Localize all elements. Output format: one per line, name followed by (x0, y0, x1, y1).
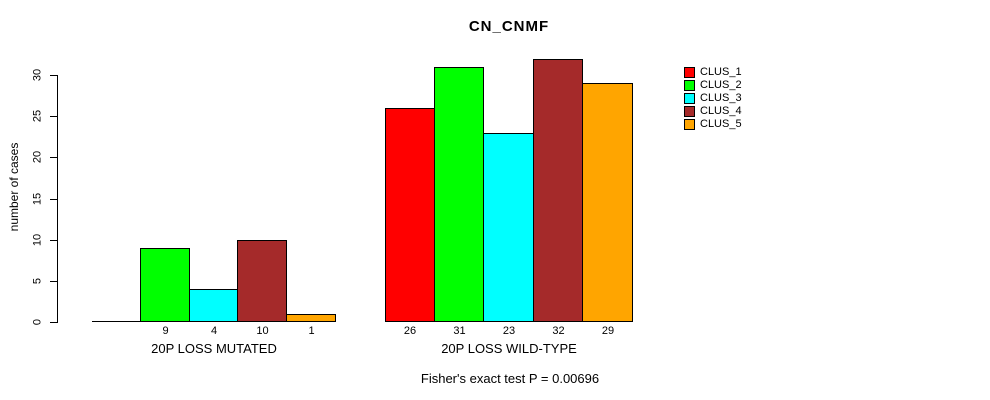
legend-label: CLUS_4 (700, 105, 742, 117)
bar-clus_5 (286, 314, 336, 322)
bar-clus_2 (140, 248, 190, 322)
legend-label: CLUS_5 (700, 118, 742, 130)
bar-value-label: 23 (502, 325, 516, 337)
legend-label: CLUS_2 (700, 79, 742, 91)
legend-label: CLUS_1 (700, 66, 742, 78)
y-tick-label: 10 (31, 233, 44, 247)
legend-swatch-clus_1 (684, 67, 695, 78)
bar-clus_3 (483, 133, 534, 322)
bar-clus_4 (533, 59, 583, 322)
y-tick-label: 0 (31, 318, 44, 326)
chart-title: CN_CNMF (468, 18, 550, 35)
y-tick (50, 116, 57, 117)
y-tick-label: 30 (31, 68, 44, 82)
y-tick (50, 281, 57, 282)
y-tick-label: 20 (31, 150, 44, 164)
y-tick-label: 15 (31, 192, 44, 206)
y-tick (50, 322, 57, 323)
bar-value-label: 10 (256, 325, 269, 337)
legend-item: CLUS_1 (684, 66, 742, 79)
bar-clus_4 (237, 240, 287, 322)
bar-value-label: 31 (453, 325, 466, 337)
bar-value-label: 9 (162, 325, 169, 337)
bar-clus_5 (582, 83, 633, 322)
legend-swatch-clus_4 (684, 106, 695, 117)
group-label: 20P LOSS WILD-TYPE (441, 341, 577, 356)
legend-item: CLUS_4 (684, 105, 742, 118)
y-tick (50, 75, 57, 76)
bar-value-label: 32 (552, 325, 565, 337)
y-tick (50, 157, 57, 158)
legend-item: CLUS_2 (684, 79, 742, 92)
legend-swatch-clus_5 (684, 119, 695, 130)
bar-value-label: 1 (308, 325, 315, 337)
y-tick-label: 25 (31, 109, 44, 123)
annotation-fisher-test: Fisher's exact test P = 0.00696 (420, 371, 600, 386)
group-label: 20P LOSS MUTATED (151, 341, 277, 356)
legend-swatch-clus_3 (684, 93, 695, 104)
bar-clus_3 (189, 289, 238, 322)
bar-clus_2 (434, 67, 484, 322)
legend-item: CLUS_3 (684, 92, 742, 105)
y-tick (50, 199, 57, 200)
y-tick-label: 5 (31, 277, 44, 285)
bar-value-label: 26 (403, 325, 417, 337)
legend-item: CLUS_5 (684, 118, 742, 131)
bar-value-label: 4 (210, 325, 218, 337)
bar-value-label: 29 (601, 325, 615, 337)
y-tick (50, 240, 57, 241)
legend-label: CLUS_3 (700, 92, 742, 104)
legend-swatch-clus_2 (684, 80, 695, 91)
legend: CLUS_1 CLUS_2 CLUS_3 CLUS_4 CLUS_5 (684, 66, 742, 131)
bar-clus_1 (385, 108, 435, 322)
y-axis-line (57, 75, 58, 323)
